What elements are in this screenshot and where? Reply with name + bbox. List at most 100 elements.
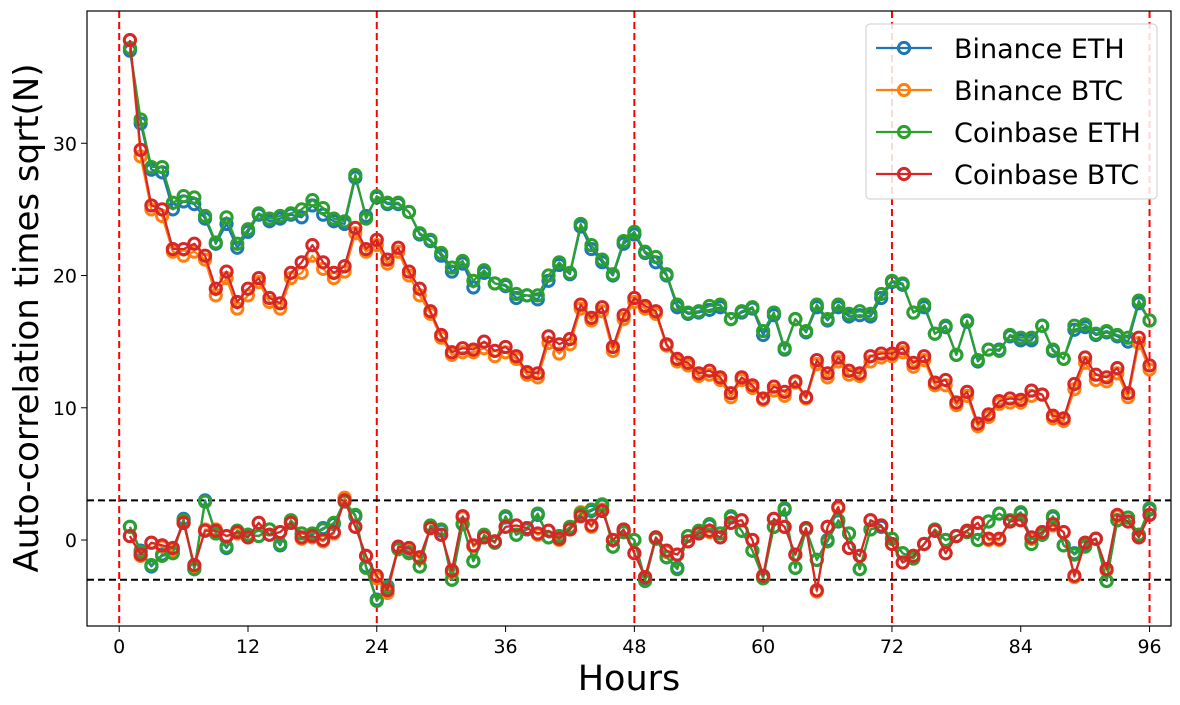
data-point (1078, 317, 1093, 332)
data-point (562, 265, 578, 280)
data-point (637, 298, 653, 314)
legend-marker (896, 82, 912, 98)
data-point (670, 297, 685, 312)
data-point (1120, 514, 1136, 529)
data-point (616, 522, 631, 537)
data-point (197, 248, 213, 263)
data-point (895, 555, 910, 570)
data-point (358, 241, 374, 257)
legend-marker (896, 40, 912, 56)
data-point (187, 558, 202, 573)
data-point (1045, 342, 1061, 357)
data-point (455, 509, 470, 524)
data-point (444, 563, 460, 578)
series-line-lower (128, 499, 1151, 592)
data-point (981, 407, 996, 422)
data-point (992, 506, 1007, 521)
data-point (906, 305, 921, 320)
data-point (723, 386, 739, 401)
data-point (477, 263, 492, 278)
data-point (487, 534, 502, 549)
data-point (605, 267, 621, 282)
data-point (1078, 350, 1093, 365)
data-point (1110, 507, 1125, 523)
data-point (831, 513, 846, 528)
data-point (509, 527, 524, 542)
legend-entry-label: Coinbase BTC (954, 160, 1139, 191)
legend-entry-label: Binance ETH (954, 34, 1125, 65)
data-point (498, 339, 513, 355)
data-point (595, 503, 610, 519)
data-point (509, 349, 524, 364)
data-point (659, 337, 674, 352)
data-point (959, 313, 975, 328)
data-point (852, 366, 867, 381)
data-point (1056, 411, 1071, 426)
data-point (176, 515, 191, 530)
data-point (1035, 318, 1050, 333)
data-point (530, 506, 545, 521)
data-point (348, 519, 363, 534)
data-point (262, 290, 277, 306)
data-point (841, 540, 857, 556)
data-point (777, 341, 792, 356)
data-point (434, 327, 449, 343)
data-point (326, 524, 341, 540)
data-point (369, 232, 384, 247)
data-point (369, 568, 384, 583)
data-point (251, 206, 266, 221)
data-point (423, 521, 438, 536)
data-point (777, 501, 792, 516)
data-point (530, 288, 545, 303)
data-point (1045, 517, 1061, 532)
data-point (412, 550, 427, 565)
data-point (1056, 524, 1071, 540)
data-point (1067, 376, 1082, 392)
data-point (573, 509, 588, 524)
data-point (841, 526, 857, 541)
data-point (466, 342, 481, 357)
data-point (455, 253, 470, 269)
data-point (863, 513, 878, 528)
data-point (1131, 293, 1146, 308)
data-point (831, 350, 846, 365)
data-point (552, 346, 567, 361)
data-point (326, 515, 341, 530)
data-point (434, 527, 449, 542)
data-point (798, 390, 814, 405)
data-point (208, 281, 223, 296)
data-point (1013, 392, 1028, 407)
data-point (927, 523, 942, 538)
data-point (584, 237, 599, 253)
data-point (756, 568, 771, 583)
data-point (1142, 501, 1157, 516)
x-tick-label: 48 (622, 636, 646, 658)
data-point (444, 572, 460, 587)
data-point (444, 260, 460, 275)
data-point (798, 323, 814, 339)
x-tick-label: 96 (1137, 636, 1161, 658)
data-point (605, 532, 621, 548)
data-point (734, 370, 749, 385)
data-point (283, 515, 299, 530)
data-point (165, 540, 180, 556)
data-point (251, 515, 266, 530)
data-point (1056, 538, 1071, 553)
legend-marker (896, 166, 912, 182)
data-point (745, 532, 760, 548)
x-tick-label: 36 (493, 636, 517, 658)
data-point (627, 290, 642, 306)
data-point (1035, 524, 1050, 540)
data-point (197, 208, 213, 224)
data-point (337, 259, 352, 274)
data-point (412, 559, 427, 574)
series-layer (122, 32, 1157, 608)
data-point (788, 374, 803, 389)
data-point (691, 304, 706, 319)
data-point (434, 245, 449, 261)
y-tick-label: 0 (65, 530, 77, 552)
data-point (401, 264, 417, 279)
data-point (498, 277, 513, 292)
data-point (1142, 313, 1157, 328)
